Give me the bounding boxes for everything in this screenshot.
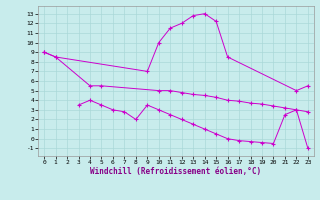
X-axis label: Windchill (Refroidissement éolien,°C): Windchill (Refroidissement éolien,°C): [91, 167, 261, 176]
